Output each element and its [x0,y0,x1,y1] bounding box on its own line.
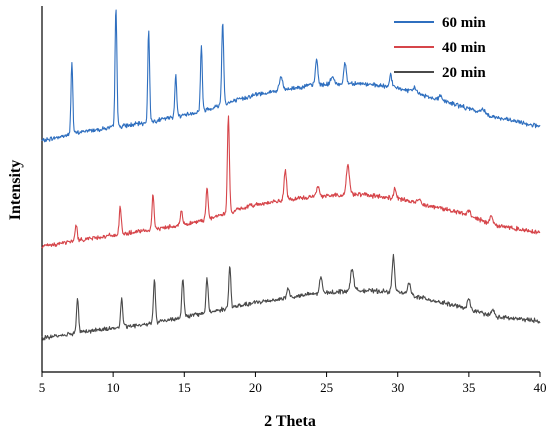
x-axis-title: 2 Theta [264,413,316,430]
legend: 60 min 40 min 20 min [394,15,486,81]
x-tick-label: 35 [462,380,475,395]
plot-frame [41,6,540,373]
legend-label: 20 min [442,65,486,81]
series-group [41,9,541,341]
legend-label: 40 min [442,40,486,56]
x-tick-label: 20 [249,380,262,395]
x-tick-label: 10 [107,380,120,395]
legend-label: 60 min [442,15,486,31]
y-axis-title: Intensity [7,160,24,220]
x-axis-ticks: 5 10 15 20 25 30 35 40 [39,372,547,395]
x-tick-label: 40 [534,380,547,395]
series-line-20-min [41,253,541,341]
x-tick-label: 5 [39,380,46,395]
x-tick-label: 25 [320,380,333,395]
x-tick-label: 15 [178,380,191,395]
series-line-40-min [41,115,541,249]
series-line-60-min [41,9,541,143]
x-tick-label: 30 [391,380,404,395]
